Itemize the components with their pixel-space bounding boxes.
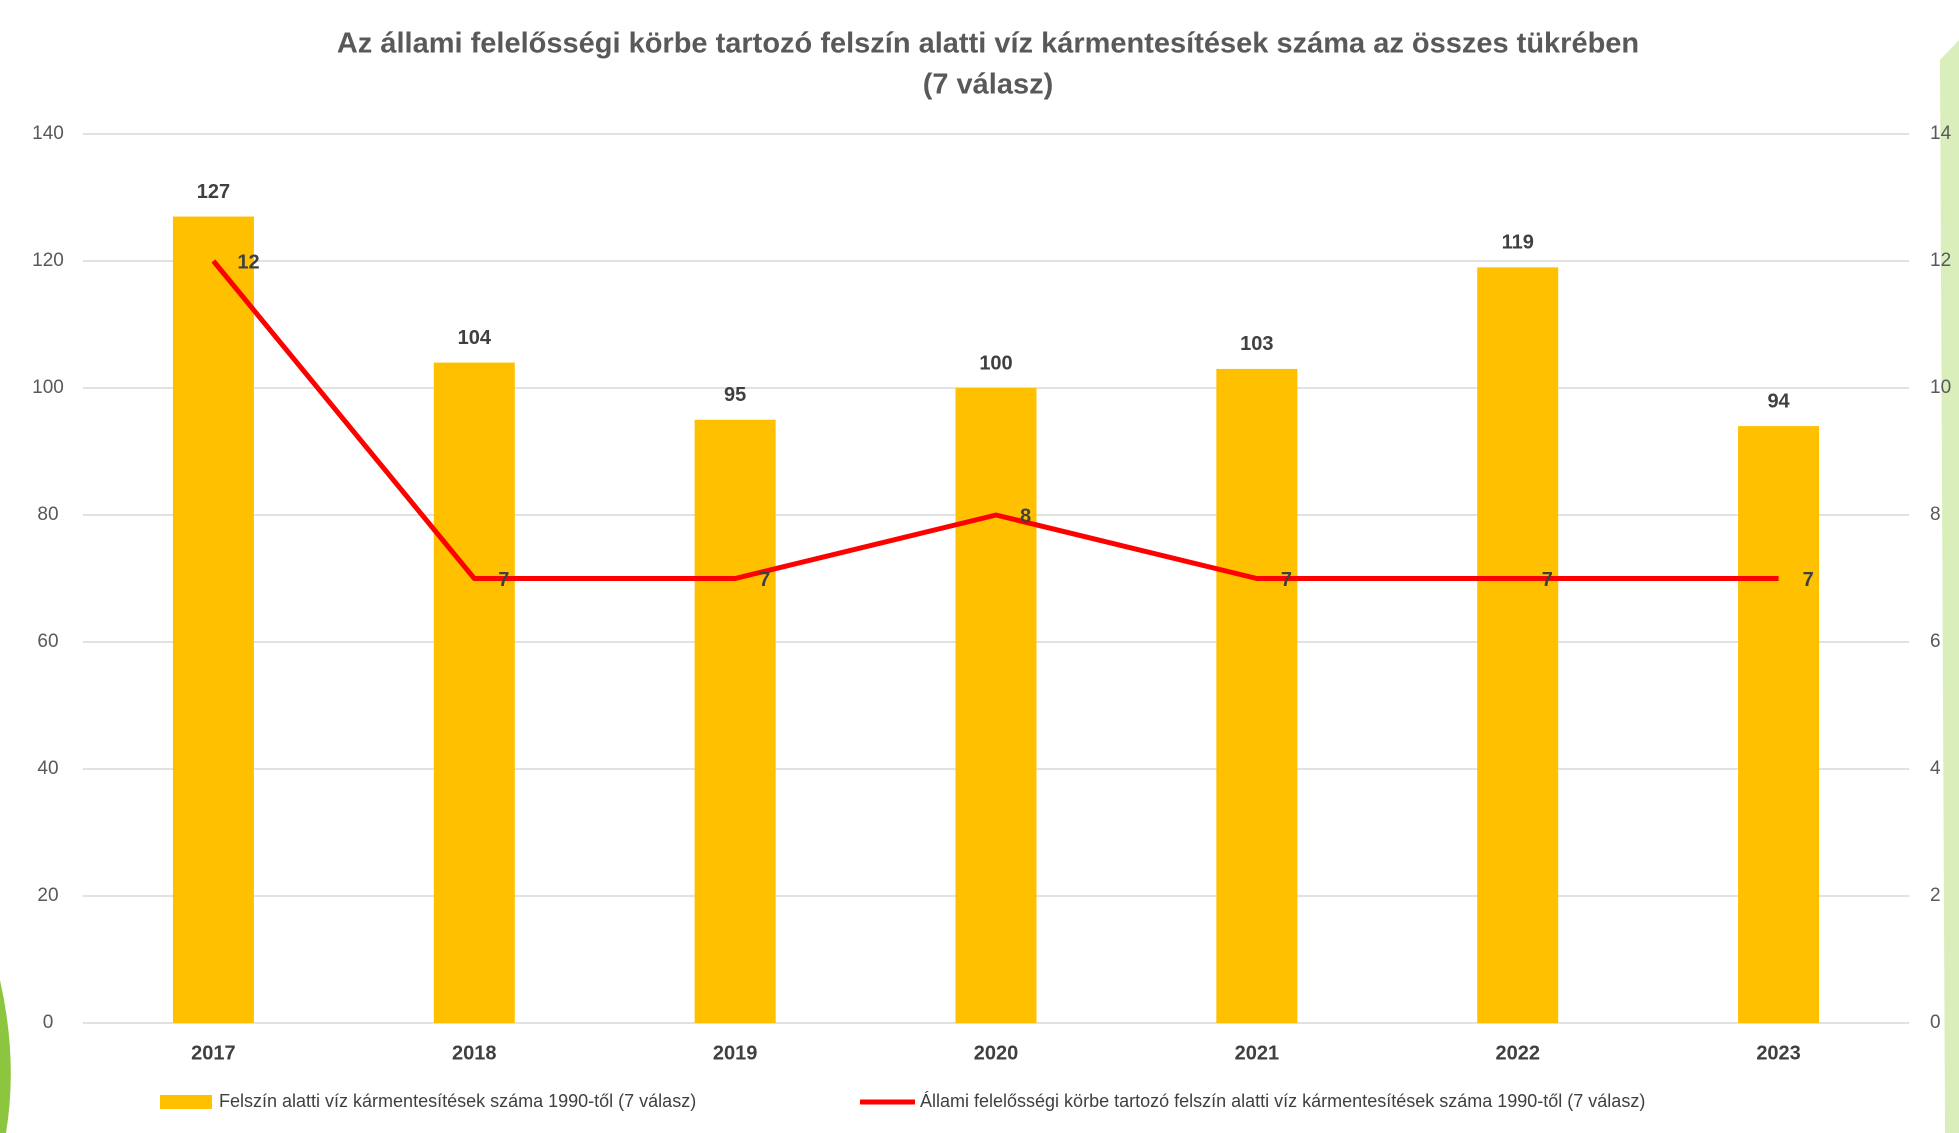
x-tick-label: 2017 (191, 1042, 236, 1064)
y2-tick-label: 10 (1930, 377, 1951, 398)
data-label: 7 (1281, 569, 1292, 591)
chart-subtitle: (7 válasz) (923, 69, 1054, 101)
y-tick-label: 100 (32, 377, 64, 398)
x-tick-label: 2018 (452, 1042, 497, 1064)
legend-swatch (160, 1095, 212, 1109)
y-tick-label: 0 (43, 1012, 54, 1033)
data-label: 127 (197, 181, 230, 203)
y2-tick-label: 0 (1930, 1012, 1941, 1033)
y2-tick-label: 12 (1930, 250, 1951, 271)
data-label: 100 (979, 352, 1012, 374)
bar (1216, 368, 1298, 1023)
bar (433, 362, 515, 1024)
bar (1477, 267, 1559, 1024)
x-tick-label: 2019 (713, 1042, 758, 1064)
y2-tick-label: 6 (1930, 631, 1941, 652)
y-tick-label: 120 (32, 250, 64, 271)
data-label: 7 (759, 569, 770, 591)
data-label: 104 (458, 327, 492, 349)
data-label: 12 (237, 251, 259, 273)
y-tick-label: 140 (32, 123, 64, 144)
bar (1738, 426, 1820, 1024)
data-label: 7 (1803, 569, 1814, 591)
y2-tick-label: 8 (1930, 504, 1941, 525)
slide-decoration (0, 980, 11, 1133)
legend-label: Állami felelősségi körbe tartozó felszín… (920, 1091, 1645, 1111)
y-tick-label: 80 (37, 504, 58, 525)
data-label: 95 (724, 384, 746, 406)
data-label: 8 (1020, 505, 1031, 527)
data-label: 119 (1502, 232, 1534, 254)
y2-tick-label: 14 (1930, 123, 1952, 144)
x-tick-label: 2021 (1235, 1042, 1280, 1064)
y2-tick-label: 2 (1930, 885, 1941, 906)
bar (955, 388, 1037, 1023)
x-tick-label: 2023 (1756, 1042, 1801, 1064)
data-label: 103 (1240, 333, 1273, 355)
x-tick-label: 2022 (1495, 1042, 1540, 1064)
y-tick-label: 60 (37, 631, 58, 652)
line (211, 259, 1779, 581)
y-tick-label: 40 (37, 758, 58, 779)
slide-decoration (1940, 40, 1959, 1133)
y2-tick-label: 4 (1930, 758, 1941, 779)
legend-label: Felszín alatti víz kármentesítések száma… (219, 1091, 696, 1111)
bar (694, 419, 776, 1023)
x-tick-label: 2020 (974, 1042, 1019, 1064)
data-label: 94 (1767, 390, 1790, 412)
data-label: 7 (498, 569, 509, 591)
data-label: 7 (1542, 569, 1553, 591)
chart-title: Az állami felelősségi körbe tartozó fels… (337, 28, 1639, 60)
y-tick-label: 20 (37, 885, 58, 906)
bar (172, 216, 254, 1024)
